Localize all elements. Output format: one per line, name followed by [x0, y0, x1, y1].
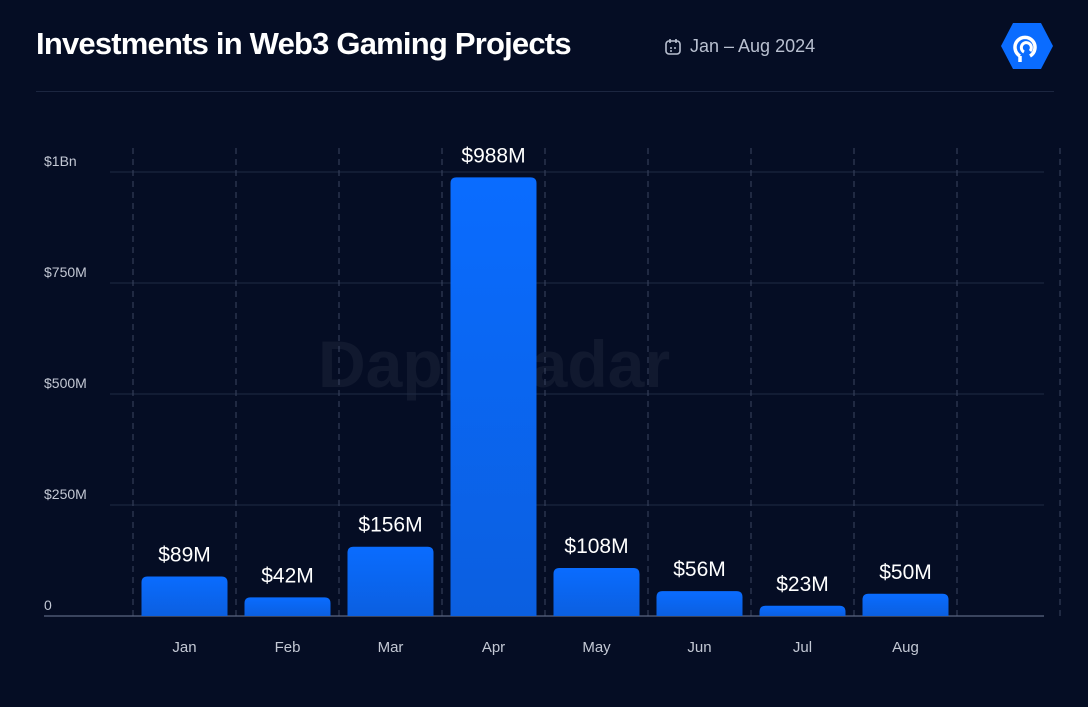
- y-tick-label: 0: [44, 597, 52, 613]
- calendar-icon: [665, 38, 681, 55]
- date-range-text: Jan – Aug 2024: [690, 36, 816, 56]
- y-tick-label: $750M: [44, 264, 87, 280]
- data-label: $42M: [261, 564, 314, 587]
- data-label: $56M: [673, 558, 726, 581]
- chart-title: Investments in Web3 Gaming Projects: [36, 26, 572, 61]
- bar-may: [553, 568, 640, 616]
- x-tick-label: Feb: [275, 639, 301, 656]
- y-tick-label: $250M: [44, 486, 87, 502]
- data-label: $156M: [358, 514, 422, 537]
- bar-apr: [450, 177, 537, 616]
- dappradar-logo: [1000, 22, 1054, 75]
- bar-aug: [862, 593, 949, 616]
- bar-jul: [759, 605, 846, 616]
- x-tick-label: Mar: [378, 639, 404, 656]
- data-label: $988M: [461, 144, 525, 167]
- bar-feb: [244, 597, 331, 616]
- data-label: $89M: [158, 543, 211, 566]
- data-label: $108M: [564, 535, 628, 558]
- bar-jun: [656, 591, 743, 616]
- bar-mar: [347, 546, 434, 616]
- x-tick-label: Jan: [172, 639, 196, 656]
- data-label: $23M: [776, 573, 829, 596]
- x-tick-label: Jul: [793, 639, 812, 656]
- header-divider: [36, 91, 1054, 92]
- x-tick-label: May: [582, 639, 611, 656]
- bar-jan: [141, 576, 228, 616]
- x-tick-label: Apr: [482, 639, 505, 656]
- y-tick-label: $500M: [44, 375, 87, 391]
- x-tick-label: Aug: [892, 639, 919, 656]
- date-range: Jan – Aug 2024: [664, 36, 815, 57]
- y-tick-label: $1Bn: [44, 153, 77, 169]
- x-tick-label: Jun: [687, 639, 711, 656]
- data-label: $50M: [879, 561, 932, 584]
